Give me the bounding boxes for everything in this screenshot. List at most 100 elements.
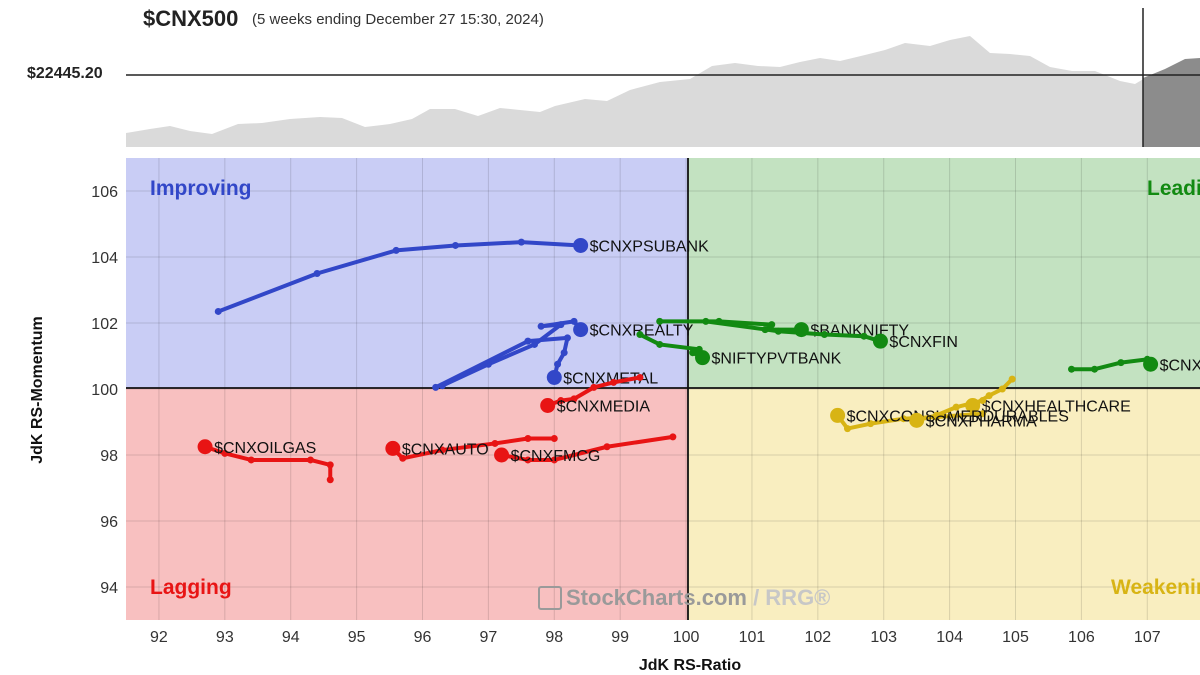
trail-point bbox=[399, 454, 407, 462]
trail-point bbox=[820, 331, 828, 339]
trail-label: $CNXIT bbox=[1160, 357, 1200, 374]
trail-head-point[interactable] bbox=[573, 322, 589, 338]
trail-point bbox=[247, 456, 255, 464]
trail-label: $CNXHEALTHCARE bbox=[982, 399, 1131, 416]
trail-point bbox=[563, 334, 571, 342]
trail-label: $CNXAUTO bbox=[402, 441, 489, 458]
trail-point bbox=[570, 317, 578, 325]
trail-point bbox=[491, 439, 499, 447]
trail-head-point[interactable] bbox=[540, 398, 556, 413]
trail-cnxmetal[interactable]: $CNXMETAL bbox=[432, 334, 658, 391]
trail-point bbox=[214, 307, 222, 315]
trail-cnxpsubank[interactable]: $CNXPSUBANK bbox=[214, 237, 709, 315]
axis-ticks: 92 93 94 95 96 97 98 99 100 101 102 103 104 105 106 107… bbox=[91, 184, 1160, 646]
trail-head-point[interactable] bbox=[494, 447, 510, 463]
x-tick-label: 107 bbox=[1134, 629, 1161, 646]
quadrant-lagging bbox=[126, 388, 688, 620]
trail-label: $CNXREALTY bbox=[590, 323, 694, 340]
quadrant-improving bbox=[126, 158, 688, 388]
trail-cnxconsumerdurables[interactable]: $CNXCONSUMERDURABLES bbox=[830, 407, 1069, 433]
trail-point bbox=[524, 456, 532, 464]
quadrants bbox=[126, 158, 1200, 620]
trail-point bbox=[517, 238, 525, 246]
quadrant-leading bbox=[688, 158, 1200, 388]
quadrant-label-weakening: Weakening bbox=[1111, 576, 1200, 599]
trail-cnxpharma[interactable]: $CNXPHARMA bbox=[909, 397, 1037, 430]
x-tick-label: 92 bbox=[150, 629, 168, 646]
trail-label: $CNXMEDIA bbox=[557, 399, 651, 416]
x-tick-label: 100 bbox=[673, 629, 700, 646]
trail-head-point[interactable] bbox=[546, 369, 562, 385]
y-axis-title: JdK RS-Momentum bbox=[29, 316, 46, 464]
trail-point bbox=[867, 420, 875, 428]
trail-point bbox=[899, 415, 907, 423]
trail-head-point[interactable] bbox=[872, 333, 888, 349]
x-tick-label: 93 bbox=[216, 629, 234, 646]
trail-point bbox=[636, 373, 644, 381]
trail-point bbox=[326, 476, 334, 484]
trail-head-point[interactable] bbox=[830, 407, 846, 423]
trail-point bbox=[636, 331, 644, 339]
trail-point bbox=[768, 321, 776, 329]
stockcharts-watermark: StockCharts.com / RRG® bbox=[538, 585, 830, 611]
trail-cnxmedia[interactable]: $CNXMEDIA bbox=[540, 373, 651, 416]
trail-line bbox=[216, 240, 583, 314]
watermark-product: RRG® bbox=[765, 585, 831, 610]
trail-point bbox=[1008, 375, 1016, 383]
x-axis-title: JdK RS-Ratio bbox=[638, 657, 742, 674]
trail-point bbox=[432, 383, 440, 391]
trail-head-point[interactable] bbox=[695, 350, 711, 366]
trail-cnxit[interactable]: $CNXIT bbox=[1068, 355, 1200, 374]
trail-label: $CNXPSUBANK bbox=[590, 238, 709, 255]
trail-label: $CNXOILGAS bbox=[214, 440, 316, 457]
trail-point bbox=[985, 392, 993, 400]
x-tick-label: 101 bbox=[739, 629, 766, 646]
y-tick-label: 98 bbox=[100, 448, 118, 465]
trail-point bbox=[306, 456, 314, 464]
trail-head-point[interactable] bbox=[573, 237, 589, 253]
trail-point bbox=[313, 270, 321, 277]
trail-point bbox=[843, 425, 851, 433]
trail-point bbox=[438, 446, 446, 454]
trail-point bbox=[537, 322, 545, 330]
rrg-trails: $CNXPSUBANK $CNXREALTY $CNXMETAL $CNXMEDIA $… bbox=[197, 237, 1200, 484]
trail-cnxrealty[interactable]: $CNXREALTY bbox=[438, 317, 694, 390]
trail-point bbox=[610, 378, 618, 386]
price-area-current bbox=[1143, 58, 1200, 147]
trail-label: $CNXCONSUMERDURABLES bbox=[847, 408, 1069, 425]
trail-head-point[interactable] bbox=[385, 440, 401, 456]
watermark-brand: StockCharts.com bbox=[566, 585, 747, 610]
trail-cnxfmcg[interactable]: $CNXFMCG bbox=[494, 433, 677, 465]
trail-label: $CNXFMCG bbox=[511, 448, 601, 465]
trail-point bbox=[392, 246, 400, 254]
trail-point bbox=[979, 410, 987, 418]
trail-cnxoilgas[interactable]: $CNXOILGAS bbox=[197, 439, 334, 484]
price-label: $22445.20 bbox=[27, 65, 103, 82]
x-tick-label: 98 bbox=[545, 629, 563, 646]
trail-point bbox=[603, 443, 611, 451]
trail-cnxfin[interactable]: $CNXFIN bbox=[702, 317, 958, 351]
trail-point bbox=[656, 317, 664, 325]
trail-point bbox=[560, 349, 568, 357]
trail-point bbox=[550, 435, 558, 442]
trail-point bbox=[326, 461, 334, 469]
quadrant-label-improving: Improving bbox=[150, 177, 252, 200]
trail-niftypvtbank[interactable]: $NIFTYPVTBANK bbox=[636, 331, 842, 368]
y-tick-label: 106 bbox=[91, 184, 118, 201]
trail-head-point[interactable] bbox=[909, 412, 925, 428]
trail-point bbox=[1068, 365, 1076, 373]
x-tick-label: 96 bbox=[414, 629, 432, 646]
y-tick-label: 100 bbox=[91, 382, 118, 399]
trail-head-point[interactable] bbox=[1143, 356, 1159, 372]
trail-cnxauto[interactable]: $CNXAUTO bbox=[385, 435, 558, 462]
x-tick-label: 97 bbox=[479, 629, 497, 646]
trail-point bbox=[998, 385, 1006, 393]
y-tick-label: 104 bbox=[91, 250, 118, 267]
price-strip bbox=[126, 8, 1200, 147]
trail-point bbox=[669, 433, 677, 441]
trail-point bbox=[1117, 359, 1125, 367]
trail-head-point[interactable] bbox=[197, 439, 213, 455]
quadrant-label-leading: Leading bbox=[1147, 177, 1200, 200]
trail-point bbox=[570, 395, 578, 403]
